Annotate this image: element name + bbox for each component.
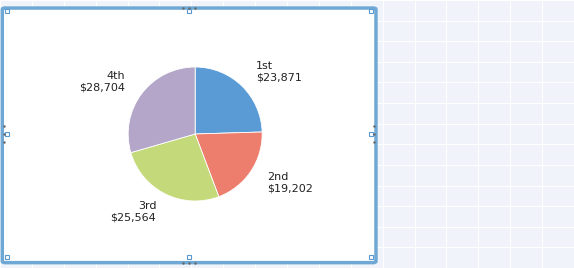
FancyBboxPatch shape [2,8,376,263]
Text: 3rd
$25,564: 3rd $25,564 [110,201,156,223]
Text: 1st
$23,871: 1st $23,871 [256,61,302,82]
Text: 2nd
$19,202: 2nd $19,202 [267,172,313,193]
Wedge shape [195,67,262,134]
Wedge shape [131,134,219,201]
Wedge shape [128,67,195,153]
FancyBboxPatch shape [9,12,370,255]
Text: 4th
$28,704: 4th $28,704 [80,71,126,92]
Wedge shape [195,132,262,197]
